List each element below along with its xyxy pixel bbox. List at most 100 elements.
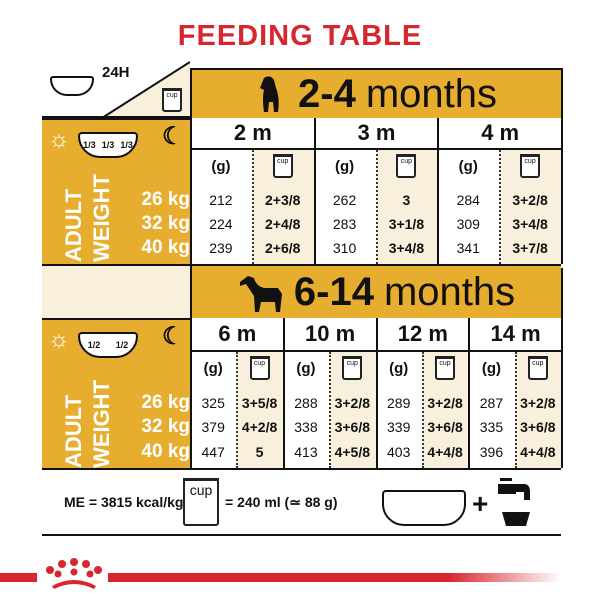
grams-value: 212 bbox=[209, 192, 233, 208]
grams-header: (g) bbox=[458, 158, 478, 175]
grams-value: 283 bbox=[332, 216, 357, 232]
cups-value: 2+3/8 bbox=[265, 192, 301, 208]
month-header: 4 m bbox=[437, 118, 561, 150]
grams-column bbox=[282, 352, 330, 468]
age-unit: months bbox=[365, 71, 497, 116]
table-right-border bbox=[561, 268, 563, 468]
column-divider bbox=[251, 150, 254, 264]
page-title: FEEDING TABLE bbox=[177, 20, 423, 52]
grams-value: 262 bbox=[332, 192, 357, 208]
age-unit: months bbox=[383, 269, 516, 314]
grams-column bbox=[313, 150, 376, 264]
month-header: 3 m bbox=[313, 118, 438, 150]
cups-value: 3+6/8 bbox=[334, 419, 371, 435]
column-divider bbox=[421, 352, 424, 468]
cup-label: cup bbox=[189, 482, 213, 498]
grams-value: 224 bbox=[209, 216, 233, 232]
corner-24h: 24H cup bbox=[42, 60, 190, 118]
cup-icon: cup bbox=[396, 154, 417, 178]
cup-icon: cup bbox=[183, 478, 219, 526]
cup-icon: cup bbox=[527, 356, 548, 380]
weight-26: 26 kg bbox=[141, 189, 190, 210]
grams-value: 284 bbox=[456, 192, 480, 208]
grams-value: 338 bbox=[294, 419, 318, 435]
cups-value: 4+4/8 bbox=[520, 444, 556, 460]
adult-label: ADULT bbox=[61, 395, 86, 468]
footer-top-line bbox=[42, 468, 561, 470]
cups-value: 3+2/8 bbox=[520, 395, 556, 411]
cup-icon: cup bbox=[162, 88, 182, 112]
adult-label: ADULT bbox=[61, 189, 86, 262]
grams-value: 325 bbox=[201, 395, 225, 411]
cup-icon: cup bbox=[342, 356, 363, 380]
left-panel-2: ☼ 1/2 1/2 ☾ ADULT WEIGHT bbox=[42, 318, 190, 470]
age-range: 2-4 bbox=[298, 71, 356, 116]
cups-value: 2+6/8 bbox=[265, 240, 301, 256]
cup-label: cup bbox=[524, 158, 536, 165]
weight-40: 40 kg bbox=[141, 237, 190, 258]
month-header: 14 m bbox=[468, 318, 561, 352]
plus-sign: + bbox=[472, 488, 489, 519]
weight-26: 26 kg bbox=[141, 392, 190, 413]
grams-value: 287 bbox=[479, 395, 504, 411]
column-divider bbox=[499, 150, 502, 264]
age-header-6-14: 6-14 months bbox=[190, 264, 561, 318]
cup-label: cup bbox=[166, 92, 178, 99]
grams-value: 413 bbox=[294, 444, 318, 460]
grams-header: (g) bbox=[389, 360, 409, 377]
brand-bar-left bbox=[0, 573, 37, 582]
footer-bottom-line bbox=[42, 534, 561, 536]
cups-value: 2+4/8 bbox=[265, 216, 301, 232]
cup-icon: cup bbox=[520, 154, 541, 178]
cups-value: 3 bbox=[402, 192, 411, 208]
royal-canin-crown-logo bbox=[46, 558, 102, 589]
cup-icon: cup bbox=[249, 356, 270, 380]
cups-value: 3+1/8 bbox=[388, 216, 425, 232]
cups-value: 3+2/8 bbox=[427, 395, 463, 411]
cups-value: 4+4/8 bbox=[427, 444, 463, 460]
weight-32: 32 kg bbox=[141, 213, 190, 234]
grams-value: 309 bbox=[456, 216, 480, 232]
grams-value: 379 bbox=[201, 419, 225, 435]
split-third: 1/3 bbox=[120, 140, 133, 150]
month-header: 2 m bbox=[190, 118, 314, 150]
sun-icon: ☼ bbox=[48, 326, 70, 353]
month-header: 10 m bbox=[282, 318, 376, 352]
weight-label: WEIGHT bbox=[89, 380, 114, 468]
weight-32: 32 kg bbox=[141, 416, 190, 437]
cups-value: 3+2/8 bbox=[512, 192, 548, 208]
food-bowl-icon: 1/2 1/2 bbox=[78, 332, 138, 358]
puppy-silhouette-icon bbox=[260, 76, 279, 112]
cups-value: 3+4/8 bbox=[512, 216, 548, 232]
grams-value: 396 bbox=[479, 444, 504, 460]
dog-silhouette-icon bbox=[239, 276, 282, 312]
cups-value: 3+2/8 bbox=[334, 395, 371, 411]
month-header: 6 m bbox=[190, 318, 283, 352]
grams-column bbox=[375, 352, 422, 468]
cup-label: cup bbox=[346, 360, 358, 367]
sun-icon: ☼ bbox=[48, 126, 70, 153]
grams-value: 310 bbox=[332, 240, 357, 256]
grams-header: (g) bbox=[211, 158, 231, 175]
24h-label: 24H bbox=[102, 64, 130, 81]
cups-value: 4+2/8 bbox=[241, 419, 278, 435]
grams-column bbox=[468, 352, 515, 468]
cups-value: 3+7/8 bbox=[512, 240, 548, 256]
column-divider bbox=[329, 352, 332, 468]
grams-header: (g) bbox=[481, 360, 502, 377]
cups-value: 3+6/8 bbox=[427, 419, 463, 435]
cup-icon: cup bbox=[435, 356, 456, 380]
split-half: 1/2 bbox=[115, 340, 129, 350]
cup-label: cup bbox=[400, 158, 413, 165]
split-third: 1/3 bbox=[83, 140, 96, 150]
cup-label: cup bbox=[439, 360, 451, 367]
grams-column bbox=[190, 352, 237, 468]
energy-text: ME = 3815 kcal/kg bbox=[64, 494, 184, 510]
grams-value: 339 bbox=[387, 419, 411, 435]
split-third: 1/3 bbox=[101, 140, 115, 150]
water-tap-icon bbox=[498, 478, 530, 526]
grams-header: (g) bbox=[203, 360, 223, 377]
food-bowl-icon: 1/3 1/3 1/3 bbox=[78, 132, 138, 158]
grams-header: (g) bbox=[334, 158, 355, 175]
cup-label: cup bbox=[277, 158, 289, 165]
